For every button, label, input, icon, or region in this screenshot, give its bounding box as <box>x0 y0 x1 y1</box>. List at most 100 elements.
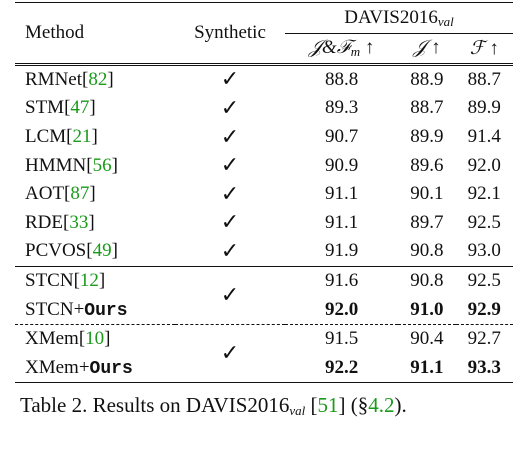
text-segment: 82 <box>88 68 108 90</box>
group-sub: val <box>437 13 454 29</box>
text-segment: STM[ <box>25 97 71 119</box>
value-cell: 92.5 <box>467 270 501 292</box>
table-wrap: Method Synthetic DAVIS2016val 𝒥&ℱm ↑ 𝒥 ↑ ℱ… <box>15 2 513 383</box>
value-cell: 92.0 <box>467 154 501 176</box>
synthetic-cell: ✓ <box>220 341 240 367</box>
text-segment: Ours <box>89 358 133 379</box>
method-cell: HMMN[56] <box>15 151 175 180</box>
results-table: Method Synthetic DAVIS2016val 𝒥&ℱm ↑ 𝒥 ↑ ℱ… <box>15 2 513 383</box>
value-cell: 88.7 <box>467 68 501 90</box>
value-cell: 88.9 <box>410 68 444 90</box>
value-cell: 89.7 <box>410 211 444 233</box>
table-row: HMMN[56] ✓ 90.9 89.6 92.0 <box>15 151 513 180</box>
group-text: DAVIS2016 <box>344 6 438 28</box>
value-cell: 92.0 <box>324 298 359 320</box>
text-segment: 10 <box>85 328 105 350</box>
text-segment: 4.2 <box>368 393 395 417</box>
metric-header: ℱ ↑ <box>456 34 513 65</box>
metric-header: 𝒥 ↑ <box>398 34 455 65</box>
method-cell: STM[47] <box>15 94 175 123</box>
method-cell: LCM[21] <box>15 123 175 152</box>
value-cell: 88.8 <box>324 68 359 90</box>
text-segment: 49 <box>92 240 112 262</box>
text-segment: ] <box>98 270 106 292</box>
value-cell: 91.4 <box>467 126 501 148</box>
text-segment: ] <box>107 68 114 90</box>
row-group: STCN[12] ✓ 91.6 90.8 92.5 STCN+Ours 92.0 91.0 92… <box>15 266 513 324</box>
text-segment: AOT[ <box>25 183 71 205</box>
text-segment: RMNet[ <box>25 68 89 90</box>
value-cell: 92.9 <box>467 298 501 320</box>
text-segment: ] <box>89 97 96 119</box>
value-cell: 90.1 <box>410 183 444 205</box>
value-cell: 90.8 <box>410 270 444 292</box>
method-cell: STCN[12] <box>15 266 175 295</box>
value-cell: 90.8 <box>410 240 444 262</box>
text-segment: 12 <box>79 270 99 292</box>
method-cell: AOT[87] <box>15 180 175 209</box>
text-segment: ] <box>111 240 118 262</box>
text-segment: ] (§ <box>338 393 369 417</box>
text-segment: 33 <box>69 211 89 233</box>
value-cell: 91.6 <box>324 270 359 292</box>
synthetic-cell: ✓ <box>220 67 240 93</box>
text-segment: 56 <box>92 154 112 176</box>
text-segment: ] <box>111 154 118 176</box>
text-segment: LCM[ <box>25 126 73 148</box>
method-cell: XMem[10] <box>15 324 175 353</box>
metric-symbol: 𝒥&ℱ <box>308 36 351 58</box>
text-segment: 51 <box>317 393 339 417</box>
method-cell: RDE[33] <box>15 209 175 238</box>
value-cell: 89.3 <box>324 97 359 119</box>
value-cell: 91.1 <box>324 211 359 233</box>
value-cell: 92.7 <box>467 328 501 350</box>
text-segment: 87 <box>70 183 90 205</box>
text-segment: RDE[ <box>25 211 70 233</box>
value-cell: 93.0 <box>467 240 501 262</box>
metric-row: 𝒥&ℱm ↑ 𝒥 ↑ ℱ ↑ <box>15 34 513 65</box>
value-cell: 91.1 <box>324 183 359 205</box>
method-cell: XMem+Ours <box>15 354 175 383</box>
text-segment: ] <box>89 183 96 205</box>
synthetic-cell: ✓ <box>220 238 240 264</box>
table-row: XMem+Ours 92.2 91.1 93.3 <box>15 354 513 383</box>
text-segment: 21 <box>72 126 92 148</box>
metric-symbol: 𝒥 <box>413 37 427 59</box>
table-row: PCVOS[49] ✓ 91.9 90.8 93.0 <box>15 237 513 266</box>
value-cell: 90.4 <box>410 328 444 350</box>
metric-arrow: ↑ <box>364 36 375 58</box>
synthetic-cell: ✓ <box>220 124 240 150</box>
text-segment: ] <box>88 211 95 233</box>
text-segment: Table 2. Results on DAVIS2016 <box>20 393 290 417</box>
row-group: XMem[10] ✓ 91.5 90.4 92.7 XMem+Ours 92.2 91.1 93… <box>15 324 513 383</box>
table-header: Method Synthetic DAVIS2016val 𝒥&ℱm ↑ 𝒥 ↑ ℱ… <box>15 2 513 65</box>
group-header: DAVIS2016val <box>285 2 513 34</box>
value-cell: 89.6 <box>410 154 444 176</box>
text-segment: ] <box>104 328 111 350</box>
value-cell: 89.9 <box>467 97 501 119</box>
synthetic-cell: ✓ <box>220 210 240 236</box>
table-row: AOT[87] ✓ 91.1 90.1 92.1 <box>15 180 513 209</box>
table-row: LCM[21] ✓ 90.7 89.9 91.4 <box>15 123 513 152</box>
value-cell: 91.9 <box>324 240 359 262</box>
text-segment: STCN[ <box>25 270 80 292</box>
text-segment: ] <box>91 126 98 148</box>
text-segment: HMMN[ <box>25 154 93 176</box>
synthetic-cell: ✓ <box>220 95 240 121</box>
value-cell: 91.1 <box>410 356 444 378</box>
caption: Table 2. Results on DAVIS2016val [51] (§… <box>20 393 407 419</box>
text-segment: XMem[ <box>25 328 86 350</box>
text-segment: ). <box>394 393 407 417</box>
metric-header: 𝒥&ℱm ↑ <box>285 34 398 65</box>
metric-arrow: ↑ <box>489 37 499 59</box>
text-segment: val <box>289 403 306 418</box>
text-segment: XMem+ <box>25 356 90 378</box>
value-cell: 91.5 <box>324 328 359 350</box>
table-row: STM[47] ✓ 89.3 88.7 89.9 <box>15 94 513 123</box>
text-segment: [ <box>305 393 318 417</box>
table-row: XMem[10] ✓ 91.5 90.4 92.7 <box>15 324 513 366</box>
metric-symbol: ℱ <box>469 37 485 59</box>
value-cell: 89.9 <box>410 126 444 148</box>
row-group: RMNet[82] ✓ 88.8 88.9 88.7 STM[47] ✓ 89.3 88.7 89… <box>15 64 513 266</box>
